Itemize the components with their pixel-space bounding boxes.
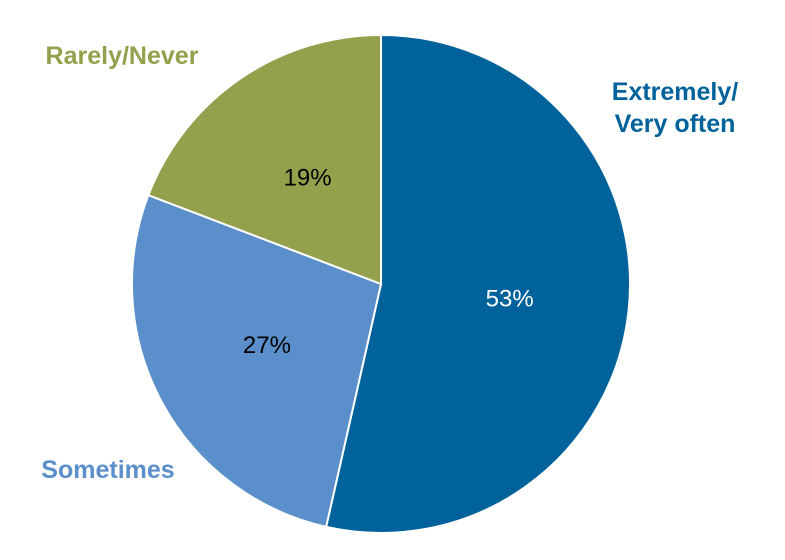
category-label-extremely-very-often: Extremely/Very often (612, 78, 739, 138)
category-label-line: Very often (615, 110, 736, 138)
pie-slice-sometimes (131, 193, 383, 529)
value-label-rarely-never: 19% (284, 164, 332, 191)
category-label-line: Rarely/Never (46, 42, 199, 70)
category-label-line: Sometimes (41, 456, 174, 484)
pie-slice-rarely-never (147, 33, 382, 286)
value-label-extremely-very-often: 53% (486, 285, 534, 312)
category-label-rarely-never: Rarely/Never (46, 42, 199, 70)
pie-slices (131, 33, 631, 534)
value-label-sometimes: 27% (243, 332, 291, 359)
category-label-line: Extremely/ (612, 78, 739, 106)
pie-slice-extremely-very-often (324, 33, 631, 534)
category-label-sometimes: Sometimes (41, 456, 174, 484)
